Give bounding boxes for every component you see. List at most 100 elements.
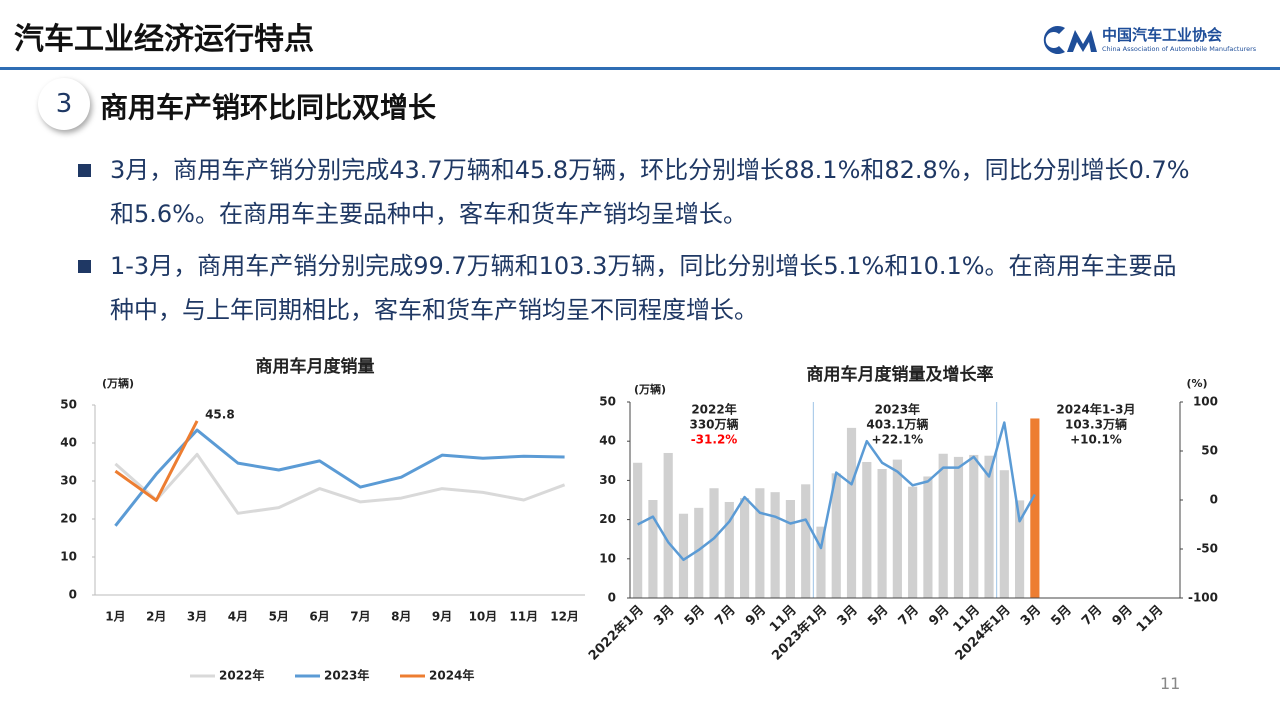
bar	[801, 484, 811, 598]
chart-title: 商用车月度销量	[256, 356, 375, 377]
line	[114, 428, 565, 527]
annotation-label: 2023年	[875, 402, 920, 417]
bar	[999, 470, 1009, 598]
line	[114, 420, 199, 502]
x-tick-label: 1月	[105, 610, 125, 624]
header-title: 汽车工业经济运行特点	[14, 22, 314, 57]
x-tick-label: 7月	[896, 603, 922, 629]
y-tick-label: 30	[60, 474, 77, 488]
y2-tick-label: 50	[1201, 444, 1218, 458]
y-tick-label: 40	[60, 436, 77, 450]
bar	[923, 476, 933, 598]
bar	[770, 492, 780, 598]
annotation-volume: 403.1万辆	[866, 417, 928, 432]
legend-label: 2024年	[429, 668, 474, 683]
annotation-volume: 103.3万辆	[1065, 417, 1127, 432]
annotation-change: -31.2%	[691, 433, 738, 447]
bar	[1015, 500, 1025, 598]
x-tick-label: 12月	[550, 610, 579, 624]
x-tick-label: 4月	[228, 610, 248, 624]
x-tick-label: 9月	[743, 603, 769, 629]
x-tick-label: 9月	[1110, 603, 1136, 629]
bar	[1030, 418, 1040, 598]
x-tick-label: 9月	[926, 603, 952, 629]
section-title: 商用车产销环比同比双增长	[100, 91, 437, 124]
y2-tick-label: 0	[1210, 493, 1218, 507]
bar	[831, 473, 841, 598]
bar	[648, 500, 658, 598]
bar	[938, 453, 948, 598]
bar	[678, 513, 689, 598]
line	[114, 452, 566, 515]
y-tick-label: 30	[599, 473, 616, 487]
section-number: 3	[38, 78, 90, 130]
bar	[984, 455, 994, 598]
x-tick-label: 2022年1月	[585, 602, 647, 664]
y-tick-label: 0	[608, 591, 616, 605]
y-tick-label: 40	[599, 434, 616, 448]
x-tick-label: 5月	[865, 603, 891, 629]
bar	[663, 452, 673, 598]
bar	[953, 456, 964, 598]
logo	[1043, 26, 1097, 54]
bar	[892, 459, 902, 598]
bar	[694, 507, 704, 598]
bullet: 1-3月，商用车产销分别完成99.7万辆和103.3万辆，同比分别增长5.1%和…	[78, 244, 1200, 332]
x-tick-label: 5月	[269, 610, 289, 624]
data-label: 45.8	[205, 407, 235, 421]
bar	[816, 526, 826, 598]
x-tick-label: 3月	[1018, 603, 1044, 629]
page-number: 11	[1160, 674, 1181, 693]
y-tick-label: 20	[599, 512, 616, 526]
y-tick-label: 50	[599, 395, 616, 409]
x-tick-label: 7月	[1079, 603, 1105, 629]
legend-label: 2023年	[324, 668, 369, 683]
org-name: 中国汽车工业协会	[1102, 26, 1223, 44]
bar	[740, 498, 750, 598]
legend-label: 2022年	[219, 668, 264, 683]
annotation-label: 2024年1-3月	[1056, 402, 1135, 417]
y-tick-label: 10	[599, 551, 616, 565]
line	[637, 421, 1036, 562]
y2-tick-label: -100	[1188, 591, 1218, 605]
bar	[969, 454, 979, 598]
bar	[846, 427, 857, 598]
x-tick-label: 11月	[1134, 603, 1167, 636]
x-tick-label: 3月	[835, 603, 861, 629]
y-tick-label: 10	[60, 550, 77, 564]
chart-title: 商用车月度销量及增长率	[807, 364, 994, 385]
annotation-volume: 330万辆	[689, 417, 738, 432]
y-tick-label: 50	[60, 398, 77, 412]
x-tick-label: 5月	[1049, 603, 1075, 629]
x-tick-label: 3月	[187, 610, 207, 624]
x-tick-label: 7月	[350, 610, 370, 624]
annotation-change: +10.1%	[1070, 433, 1122, 447]
y2-axis-label: (%)	[1186, 377, 1207, 390]
y-axis-label: (万辆)	[102, 376, 134, 390]
x-tick-label: 11月	[509, 610, 538, 624]
x-tick-label: 8月	[391, 610, 411, 624]
annotation-change: +22.1%	[872, 433, 924, 447]
annotation-label: 2022年	[691, 402, 736, 417]
header-rule	[0, 67, 1280, 70]
bar	[709, 488, 719, 598]
x-tick-label: 5月	[682, 603, 708, 629]
bullet: 3月，商用车产销分别完成43.7万辆和45.8万辆，环比分别增长88.1%和82…	[78, 148, 1200, 236]
y2-tick-label: 100	[1193, 395, 1218, 409]
x-tick-label: 7月	[712, 603, 738, 629]
x-tick-label: 10月	[469, 610, 498, 624]
x-tick-label: 9月	[432, 610, 452, 624]
bar	[785, 500, 795, 598]
y-tick-label: 0	[69, 588, 77, 602]
y-axis-label: (万辆)	[634, 382, 666, 396]
bar	[633, 462, 643, 598]
x-tick-label: 6月	[309, 610, 329, 624]
bar	[724, 501, 734, 598]
bar	[862, 461, 872, 598]
x-tick-label: 2月	[146, 610, 166, 624]
bar	[755, 488, 765, 598]
y2-tick-label: -50	[1196, 542, 1218, 556]
org-name-en: China Association of Automobile Manufact…	[1102, 45, 1257, 53]
